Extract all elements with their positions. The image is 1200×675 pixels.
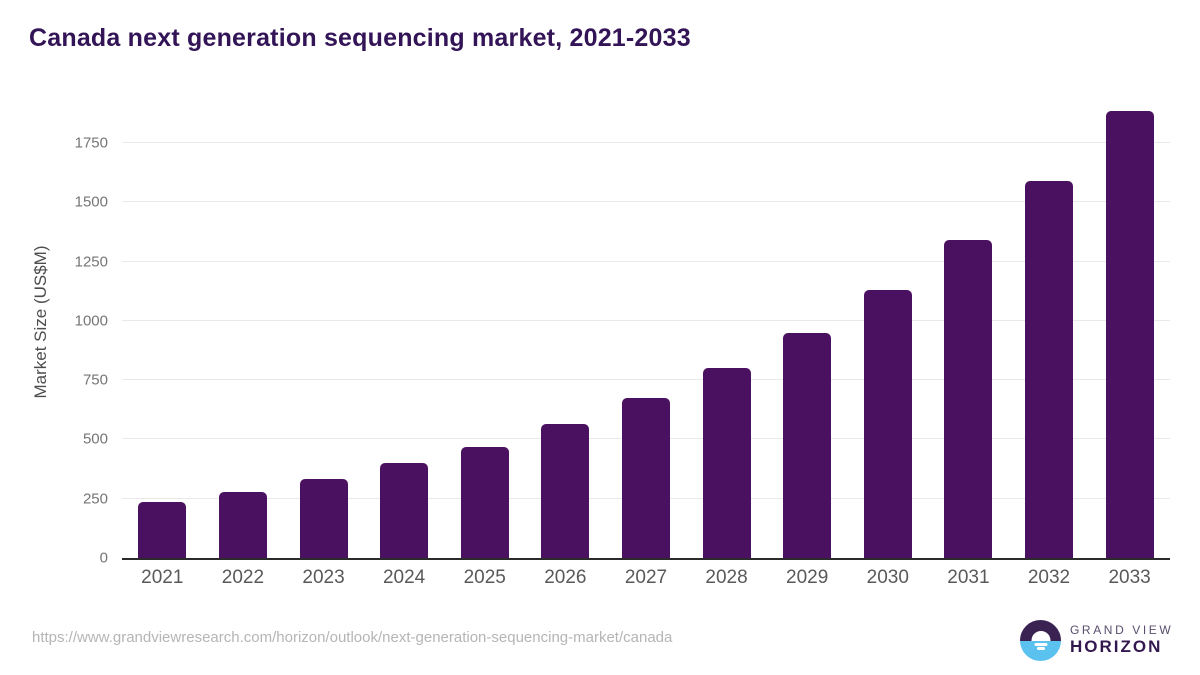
bar-2023 — [299, 478, 348, 558]
bar-slot — [606, 100, 687, 558]
bar-2028 — [702, 368, 751, 558]
bar-2029 — [783, 332, 832, 558]
gridline — [122, 201, 1170, 203]
logo-brand-bottom: HORIZON — [1070, 637, 1163, 657]
logo-sun-dome — [1031, 630, 1050, 641]
x-tick-label-2029: 2029 — [786, 567, 829, 588]
x-tick-label-2030: 2030 — [866, 567, 909, 588]
horizon-sunrise-icon — [1020, 620, 1061, 661]
gridline — [122, 379, 1170, 381]
gridline — [122, 260, 1170, 262]
x-axis-tick-labels: 2021 2022 2023 2024 2025 2026 2027 2028 2029 2030… — [122, 567, 1170, 589]
y-tick-label: 1750 — [74, 134, 108, 152]
bar-slot — [203, 100, 284, 558]
y-tick-label: 500 — [82, 430, 108, 448]
grand-view-horizon-logo: GRAND VIEW HORIZON — [1020, 620, 1173, 661]
x-tick-label-2025: 2025 — [463, 567, 506, 588]
bar-slot — [928, 100, 1009, 558]
source-url: https://www.grandviewresearch.com/horizo… — [32, 629, 673, 646]
x-tick-label-2028: 2028 — [705, 567, 748, 588]
x-tick-label-2027: 2027 — [624, 567, 668, 588]
bar-2021 — [138, 502, 187, 558]
logo-sea-half — [1020, 640, 1061, 661]
x-tick-label-2026: 2026 — [544, 567, 587, 588]
bar-slot — [686, 100, 767, 558]
logo-wordmark: GRAND VIEW HORIZON — [1070, 623, 1174, 657]
bar-2026 — [541, 424, 590, 558]
bar-2032 — [1025, 180, 1073, 558]
bar-slot — [525, 100, 606, 558]
logo-sky-half — [1020, 620, 1061, 641]
x-tick-label-2023: 2023 — [302, 567, 345, 588]
x-tick-label-2021: 2021 — [141, 567, 184, 588]
y-tick-label: 250 — [82, 490, 108, 508]
bar-slot — [767, 100, 848, 558]
bar-series — [122, 100, 1170, 558]
y-tick-label: 1000 — [74, 312, 108, 330]
logo-brand-top: GRAND VIEW — [1070, 623, 1174, 638]
y-tick-label: 750 — [82, 371, 108, 389]
bar-slot — [847, 100, 928, 558]
bar-2031 — [944, 240, 993, 558]
bar-2022 — [218, 491, 267, 558]
y-tick-label: 0 — [99, 549, 108, 567]
gridline — [122, 142, 1170, 143]
bar-2024 — [380, 463, 429, 558]
bar-2027 — [621, 397, 670, 558]
bar-2033 — [1105, 111, 1154, 558]
y-axis-tick-labels: 0 250 500 750 1000 1250 1500 1750 — [0, 100, 108, 566]
y-tick-label: 1250 — [74, 253, 108, 271]
y-tick-label: 1500 — [74, 193, 108, 211]
x-tick-label-2024: 2024 — [382, 567, 426, 588]
bar-slot — [1009, 100, 1090, 558]
gridline — [122, 319, 1170, 321]
logo-reflection-bar1 — [1034, 642, 1047, 646]
page-title: Canada next generation sequencing market… — [29, 24, 691, 52]
bar-slot — [444, 100, 525, 558]
x-tick-label-2031: 2031 — [947, 567, 990, 588]
x-tick-label-2033: 2033 — [1108, 567, 1151, 588]
bar-slot — [283, 100, 364, 558]
bar-slot — [1089, 100, 1170, 558]
logo-reflection-bar2 — [1036, 647, 1045, 651]
x-tick-label-2022: 2022 — [221, 567, 265, 588]
bar-slot — [122, 100, 203, 558]
plot-area — [122, 100, 1170, 560]
x-tick-label-2032: 2032 — [1027, 567, 1071, 588]
bar-2025 — [460, 446, 509, 558]
bar-2030 — [863, 290, 912, 558]
bar-slot — [364, 100, 445, 558]
